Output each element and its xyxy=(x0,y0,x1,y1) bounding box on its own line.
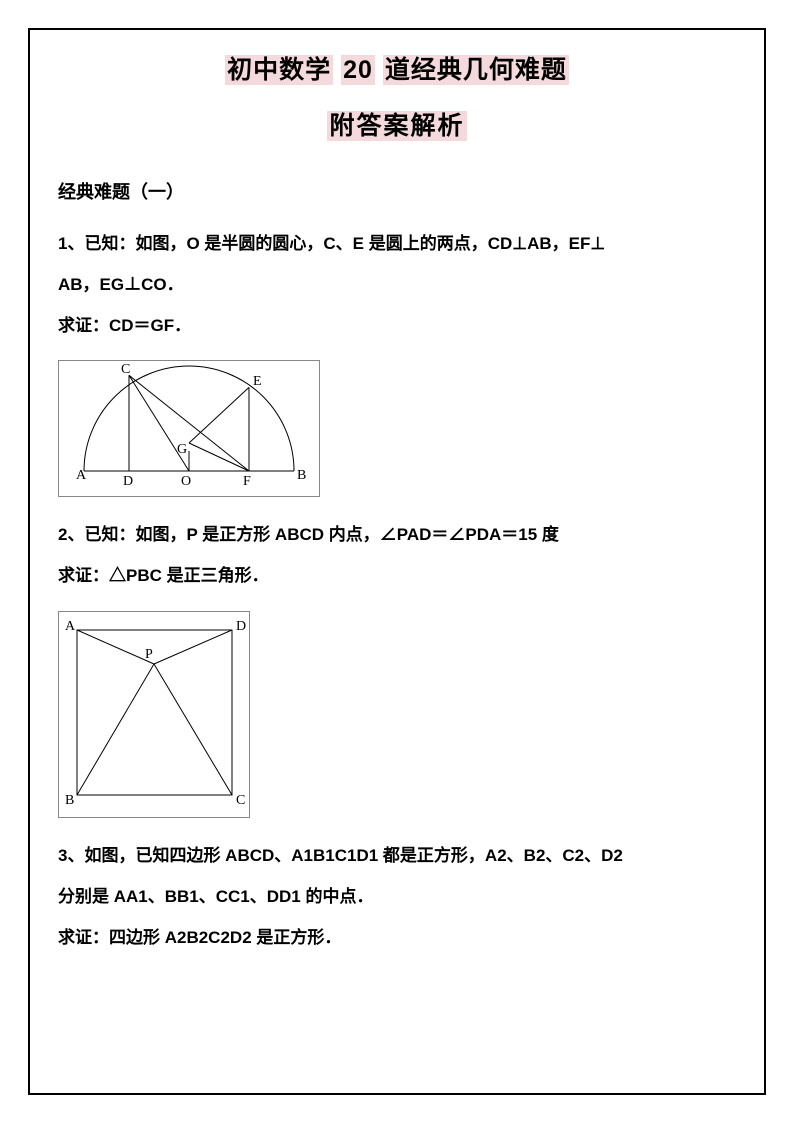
semicircle-svg: A B C D E F G O xyxy=(59,361,319,491)
diagram-semicircle: A B C D E F G O xyxy=(58,360,320,497)
label-P: P xyxy=(145,647,153,662)
title-part1: 初中数学 xyxy=(225,55,333,85)
square-svg: A D B C P xyxy=(59,612,249,812)
label-A2: A xyxy=(65,619,76,634)
label-D2: D xyxy=(236,619,246,634)
diagram-square: A D B C P xyxy=(58,611,250,818)
problem-3: 3、如图，已知四边形 ABCD、A1B1C1D1 都是正方形，A2、B2、C2、… xyxy=(58,836,736,958)
label-F: F xyxy=(243,474,251,489)
page-border: 初中数学 20 道经典几何难题 附答案解析 经典难题（一） 1、已知：如图，O … xyxy=(28,28,766,1095)
p3-line1: 3、如图，已知四边形 ABCD、A1B1C1D1 都是正方形，A2、B2、C2、… xyxy=(58,836,736,877)
label-A: A xyxy=(76,468,87,483)
label-B2: B xyxy=(65,793,74,808)
p2-line2: 求证：△PBC 是正三角形． xyxy=(58,556,736,597)
label-B: B xyxy=(297,468,306,483)
p1-line3: 求证：CD＝GF． xyxy=(58,306,736,347)
label-D: D xyxy=(123,474,133,489)
p3-line3: 求证：四边形 A2B2C2D2 是正方形． xyxy=(58,918,736,959)
title-block: 初中数学 20 道经典几何难题 附答案解析 xyxy=(58,50,736,142)
label-C: C xyxy=(121,362,130,377)
p1-line1: 1、已知：如图，O 是半圆的圆心，C、E 是圆上的两点，CD⊥AB，EF⊥ xyxy=(58,224,736,265)
main-title: 初中数学 20 道经典几何难题 xyxy=(58,50,736,86)
p2-line1: 2、已知：如图，P 是正方形 ABCD 内点，∠PAD＝∠PDA＝15 度 xyxy=(58,515,736,556)
label-O: O xyxy=(181,474,191,489)
title-part3: 道经典几何难题 xyxy=(383,55,569,85)
label-E: E xyxy=(253,374,262,389)
subtitle-text: 附答案解析 xyxy=(327,111,466,141)
label-G: G xyxy=(177,442,187,457)
label-C2: C xyxy=(236,793,245,808)
problem-1: 1、已知：如图，O 是半圆的圆心，C、E 是圆上的两点，CD⊥AB，EF⊥ AB… xyxy=(58,224,736,346)
p3-line2: 分别是 AA1、BB1、CC1、DD1 的中点． xyxy=(58,877,736,918)
subtitle: 附答案解析 xyxy=(58,106,736,142)
title-part2: 20 xyxy=(341,55,375,85)
section-header: 经典难题（一） xyxy=(58,178,736,204)
p1-line2: AB，EG⊥CO． xyxy=(58,265,736,306)
problem-2: 2、已知：如图，P 是正方形 ABCD 内点，∠PAD＝∠PDA＝15 度 求证… xyxy=(58,515,736,597)
